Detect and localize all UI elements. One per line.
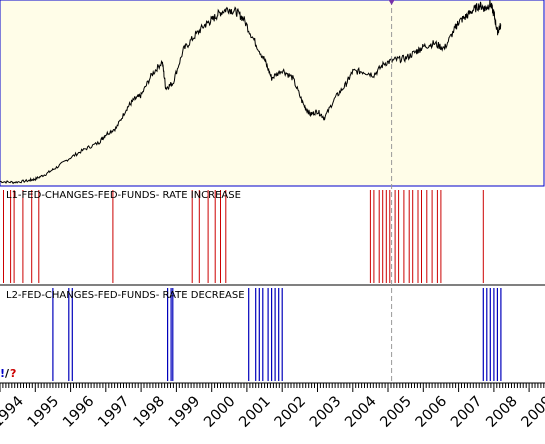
x-tick-label: 2008 [483, 393, 520, 430]
rate-decrease-panel-label: L2-FED-CHANGES-FED-FUNDS- RATE DECREASE [6, 290, 245, 301]
x-tick-label: 2004 [342, 393, 379, 430]
x-axis: 1994199519961997199819992000200120022003… [0, 383, 545, 431]
x-tick-label: 1998 [131, 393, 168, 430]
x-tick-label: 2001 [236, 393, 273, 430]
x-tick-label: 2007 [448, 393, 485, 430]
price-series-layer [0, 0, 502, 185]
rate-decrease-layer [52, 288, 502, 381]
x-tick-label: 1996 [60, 393, 97, 430]
x-tick-label: 1999 [166, 393, 203, 430]
x-tick-label: 2005 [378, 393, 415, 430]
rate-increase-panel [0, 187, 545, 285]
price-panel [0, 0, 545, 187]
x-tick-label: 2003 [307, 393, 344, 430]
rate-increase-layer [3, 190, 484, 283]
exclaim-marker[interactable]: ! [0, 367, 5, 380]
x-tick-label: 2009 [519, 393, 545, 430]
x-tick-label: 2000 [201, 393, 238, 430]
slash-marker[interactable]: / [5, 367, 10, 380]
question-marker[interactable]: ? [10, 367, 16, 380]
x-tick-label: 1995 [25, 393, 62, 430]
cursor-marker[interactable] [388, 0, 395, 5]
x-tick-label: 2002 [272, 393, 309, 430]
x-tick-label: 1994 [0, 393, 27, 430]
x-tick-label: 1997 [95, 393, 132, 430]
x-tick-label: 2006 [413, 393, 450, 430]
price-line [0, 0, 502, 185]
rate-increase-panel-label: L1-FED-CHANGES-FED-FUNDS- RATE INCREASE [6, 190, 241, 201]
